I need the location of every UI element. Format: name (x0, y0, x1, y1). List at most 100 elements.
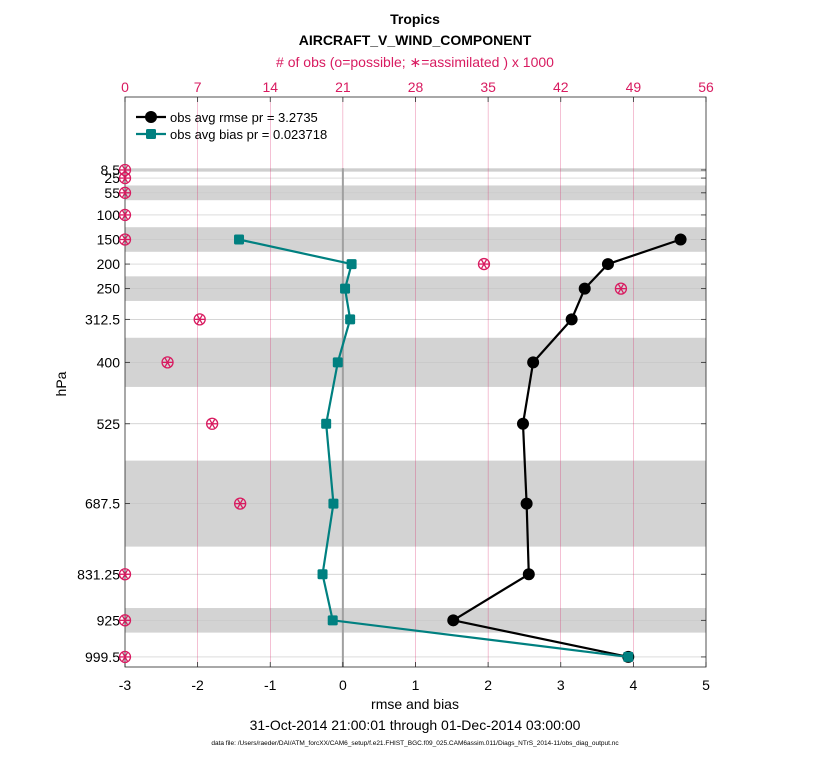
top-tick-label: 14 (262, 79, 278, 95)
bias-point (346, 259, 357, 270)
chart-subtitle: AIRCRAFT_V_WIND_COMPONENT (299, 32, 532, 48)
rmse-point (522, 568, 535, 581)
obs-assimilated-marker (615, 283, 626, 294)
bias-point (623, 651, 634, 662)
obs-possible-marker (205, 417, 219, 430)
y-tick-label: 55 (104, 185, 120, 201)
top-tick-label: 56 (698, 79, 714, 95)
top-tick-label: 0 (121, 79, 129, 95)
data-file-footnote: data file: /Users/raeder/DAI/ATM_forcXX/… (211, 740, 619, 747)
top-tick-label: 21 (335, 79, 351, 95)
obs-assimilated-marker (162, 357, 173, 367)
obs-assimilated-marker (478, 259, 489, 269)
x-tick-label: -2 (191, 677, 204, 693)
obs-assimilated-stroke (164, 357, 171, 367)
y-tick-label: 687.5 (85, 496, 120, 512)
obs-assimilated-marker (120, 165, 130, 175)
obs-assimilated-stroke (480, 259, 488, 269)
rmse-point (565, 313, 578, 326)
obs-possible-marker (118, 650, 132, 664)
rmse-point (578, 282, 591, 295)
obs-assimilated-stroke (121, 210, 129, 220)
obs-assimilated-stroke (121, 569, 129, 579)
obs-assimilated-stroke (121, 234, 129, 245)
x-tick-label: 5 (702, 677, 710, 693)
obs-possible-marker (118, 568, 132, 581)
rmse-point (516, 417, 529, 430)
bias-point (317, 569, 328, 580)
top-tick-label: 35 (480, 79, 496, 95)
x-tick-label: 1 (412, 677, 420, 693)
obs-possible-marker (161, 356, 174, 369)
obs-count-markers (118, 163, 628, 664)
x-tick-label: 0 (339, 677, 347, 693)
obs-assimilated-marker (120, 210, 130, 220)
bias-point (234, 234, 245, 245)
top-tick-label: 7 (194, 79, 202, 95)
obs-possible-marker (118, 208, 132, 222)
obs-possible-marker (193, 313, 206, 326)
bias-series-line (238, 238, 629, 659)
x-tick-label: 3 (557, 677, 565, 693)
obs-assimilated-marker (235, 498, 246, 509)
bias-point (321, 418, 332, 429)
chart-title: Tropics (390, 11, 440, 27)
rmse-point (674, 233, 687, 246)
legend-marker (145, 111, 157, 123)
obs-assimilated-marker (120, 188, 130, 198)
obs-assimilated-stroke (209, 419, 216, 429)
obs-assimilated-stroke (237, 498, 244, 509)
obs-assimilated-marker (120, 569, 130, 579)
x-tick-label: -3 (119, 677, 132, 693)
bias-point (340, 283, 351, 294)
obs-possible-marker (118, 233, 132, 246)
obs-assimilated-stroke (196, 314, 203, 325)
bias-point (345, 314, 356, 325)
rmse-point (520, 497, 533, 510)
obs-possible-marker (118, 163, 132, 177)
y-tick-label: 525 (97, 416, 121, 432)
y-tick-label: 925 (97, 612, 121, 628)
top-tick-label: 28 (408, 79, 424, 95)
rmse-series-line (452, 238, 681, 659)
legend-marker (146, 129, 156, 139)
legend-label: obs avg bias pr = 0.023718 (170, 127, 327, 142)
obs-assimilated-stroke (121, 188, 129, 198)
y-tick-label: 150 (97, 232, 121, 248)
bias-point (332, 357, 343, 368)
y-axis-label: hPa (53, 371, 69, 396)
y-tick-label: 400 (97, 354, 121, 370)
y-tick-label: 831.25 (77, 566, 120, 582)
obs-assimilated-marker (120, 615, 130, 625)
obs-possible-marker (234, 497, 247, 510)
rmse-point (527, 356, 540, 369)
legend-label: obs avg rmse pr = 3.2735 (170, 110, 318, 125)
y-tick-label: 250 (97, 281, 121, 297)
axis-ticks: 8.52555100150200250312.5400525687.5831.2… (77, 79, 714, 693)
obs-possible-marker (118, 171, 132, 185)
y-tick-label: 312.5 (85, 311, 120, 327)
y-tick-label: 100 (97, 207, 121, 223)
bias-point (327, 615, 338, 626)
obs-assimilated-marker (194, 314, 205, 325)
y-tick-label: 25 (104, 170, 120, 186)
obs-assimilated-stroke (121, 615, 129, 625)
y-tick-label: 999.5 (85, 649, 120, 665)
rmse-point (601, 258, 614, 271)
x-tick-label: 2 (484, 677, 492, 693)
legend: obs avg rmse pr = 3.2735 obs avg bias pr … (136, 110, 327, 142)
x-axis-label: rmse and bias (371, 696, 459, 712)
obs-assimilated-marker (120, 234, 130, 245)
x-tick-label: -1 (264, 677, 277, 693)
top-tick-label: 49 (626, 79, 642, 95)
obs-assimilated-marker (120, 652, 130, 662)
obs-possible-marker (118, 186, 132, 199)
data-series (234, 233, 687, 663)
bias-point (328, 498, 339, 509)
obs-assimilated-stroke (121, 173, 129, 183)
date-range: 31-Oct-2014 21:00:01 through 01-Dec-2014… (250, 717, 581, 733)
obs-assimilated-stroke (617, 283, 624, 294)
y-tick-label: 200 (97, 256, 121, 272)
obs-assimilated-stroke (121, 652, 129, 662)
